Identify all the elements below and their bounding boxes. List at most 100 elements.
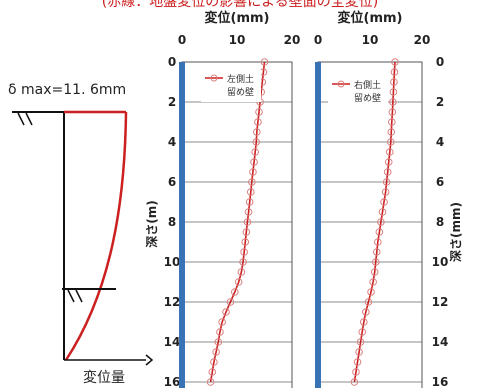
data-point bbox=[210, 358, 218, 366]
y-tick-label: 16 bbox=[432, 375, 449, 388]
data-point bbox=[387, 128, 396, 136]
data-point bbox=[243, 218, 252, 226]
chart-title: 変位(mm) bbox=[338, 10, 403, 26]
data-point bbox=[246, 188, 255, 196]
data-point bbox=[374, 238, 382, 246]
y-tick-label: 16 bbox=[164, 375, 181, 388]
ground-hatch-top bbox=[17, 112, 33, 126]
y-tick-label: 0 bbox=[168, 55, 176, 69]
chart-title: 変位(mm) bbox=[205, 10, 270, 26]
y-tick-label: 14 bbox=[164, 335, 181, 349]
data-point bbox=[260, 58, 269, 66]
y-axis-label: 深さ(m) bbox=[144, 200, 159, 247]
y-tick-label: 10 bbox=[164, 255, 181, 269]
data-point bbox=[367, 288, 375, 296]
x-tick-label: 10 bbox=[362, 33, 379, 47]
data-point bbox=[383, 168, 392, 176]
figure-header: (赤線：地盤変位の影響による壁面の全変位) bbox=[102, 0, 379, 10]
data-point bbox=[372, 248, 381, 256]
data-point bbox=[378, 208, 387, 216]
y-tick-label: 2 bbox=[168, 95, 176, 109]
data-point bbox=[252, 138, 261, 146]
data-point bbox=[388, 118, 396, 126]
y-tick-label: 10 bbox=[432, 255, 449, 269]
y-tick-label: 4 bbox=[436, 135, 444, 149]
data-point bbox=[226, 298, 235, 306]
x-tick-label: 0 bbox=[178, 33, 186, 47]
x-tick-label: 10 bbox=[229, 33, 246, 47]
y-tick-label: 8 bbox=[436, 215, 444, 229]
data-point bbox=[380, 198, 388, 206]
legend-label: 右側土 bbox=[354, 79, 381, 91]
data-point bbox=[222, 308, 230, 316]
data-point bbox=[390, 78, 398, 86]
data-point bbox=[239, 258, 247, 266]
legend-box bbox=[201, 70, 261, 102]
data-point bbox=[231, 288, 239, 296]
data-point bbox=[237, 268, 246, 276]
data-point bbox=[377, 218, 385, 226]
data-point bbox=[391, 58, 399, 66]
data-point bbox=[254, 118, 262, 126]
data-point bbox=[387, 138, 395, 146]
data-point bbox=[390, 68, 399, 76]
data-point bbox=[355, 348, 363, 356]
legend-label: 左側土 bbox=[227, 73, 254, 85]
data-point bbox=[249, 168, 257, 176]
data-point bbox=[382, 178, 391, 186]
data-point bbox=[214, 338, 223, 346]
legend-box bbox=[328, 76, 388, 108]
displacement-axis-label: 変位量 bbox=[83, 369, 125, 386]
data-point bbox=[359, 318, 368, 326]
x-tick-label: 0 bbox=[314, 33, 322, 47]
data-point bbox=[353, 358, 362, 366]
data-point bbox=[216, 328, 224, 336]
y-axis-label: 深さ(mm) bbox=[448, 202, 463, 262]
data-point bbox=[356, 338, 365, 346]
data-point bbox=[212, 348, 220, 356]
axis-arrow-icon bbox=[145, 354, 154, 366]
data-point bbox=[389, 98, 397, 106]
displacement-curve bbox=[64, 111, 128, 361]
y-tick-label: 14 bbox=[432, 335, 449, 349]
ground-hatch-bottom bbox=[67, 289, 83, 303]
data-point bbox=[352, 368, 360, 376]
data-point bbox=[245, 198, 254, 206]
data-point bbox=[381, 188, 390, 196]
data-point bbox=[250, 158, 258, 166]
data-point bbox=[234, 278, 243, 286]
data-point bbox=[206, 378, 215, 386]
retaining-wall-bar bbox=[179, 62, 185, 388]
plot-frame bbox=[317, 61, 423, 388]
wall-schematic: δ max=11. 6mm 変位量 bbox=[8, 82, 154, 386]
data-point bbox=[358, 328, 367, 336]
data-point bbox=[385, 148, 394, 156]
data-point bbox=[370, 268, 379, 276]
data-point bbox=[240, 248, 248, 256]
data-point bbox=[244, 208, 253, 216]
data-point bbox=[384, 158, 393, 166]
data-point bbox=[364, 298, 373, 306]
y-tick-label: 2 bbox=[436, 95, 444, 109]
y-tick-label: 12 bbox=[432, 295, 449, 309]
data-point bbox=[388, 108, 397, 116]
data-point bbox=[369, 278, 377, 286]
data-point bbox=[248, 178, 256, 186]
plot-frame bbox=[181, 61, 293, 388]
legend-label: 留め壁 bbox=[227, 86, 254, 98]
dmax-label: δ max=11. 6mm bbox=[8, 82, 126, 98]
data-point bbox=[218, 318, 226, 326]
data-point bbox=[252, 128, 261, 136]
legend-marker bbox=[210, 74, 218, 82]
legend-label: 留め壁 bbox=[354, 92, 381, 104]
data-point bbox=[389, 88, 398, 96]
data-point bbox=[255, 108, 263, 116]
y-tick-label: 6 bbox=[436, 175, 444, 189]
data-point bbox=[350, 378, 359, 386]
y-tick-label: 4 bbox=[168, 135, 176, 149]
y-tick-label: 0 bbox=[436, 55, 444, 69]
data-point bbox=[371, 258, 380, 266]
y-tick-label: 12 bbox=[164, 295, 181, 309]
